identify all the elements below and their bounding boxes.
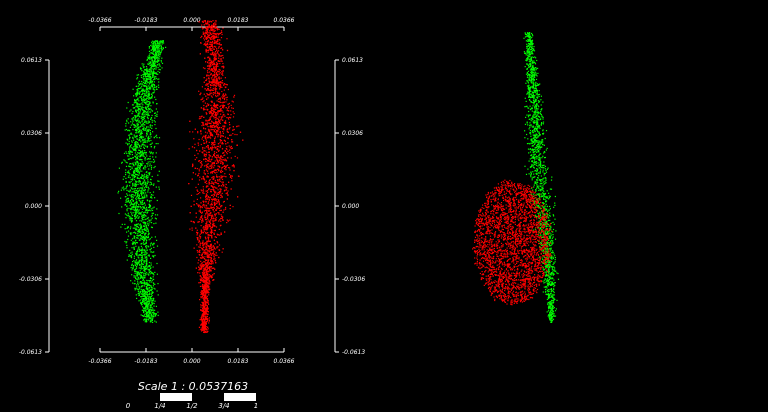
- scale-bar-segment-4: [224, 393, 256, 401]
- right-view-vertical-axis: [334, 59, 339, 353]
- scale-label-3-4: 3/4: [218, 402, 229, 410]
- left-top-tick-3: 0.000: [183, 17, 200, 24]
- scale-bar: Scale 1 : 0.0537163 0 1/4 1/2 3/4 1: [126, 380, 258, 410]
- left-view-red-point-cloud: [188, 20, 244, 334]
- scale-bar-segment-2: [160, 393, 192, 401]
- left-bottom-tick-5: 0.0366: [274, 358, 295, 365]
- right-vert-tick-5: -0.0613: [342, 349, 365, 356]
- scale-label-1-4: 1/4: [154, 402, 165, 410]
- left-vert-tick-5: -0.0613: [19, 349, 42, 356]
- left-vert-tick-1: 0.0613: [21, 57, 42, 64]
- left-vert-tick-4: -0.0306: [19, 276, 42, 283]
- left-top-tick-5: 0.0366: [274, 17, 295, 24]
- scale-bar-title: Scale 1 : 0.0537163: [138, 380, 248, 393]
- scale-label-0: 0: [126, 402, 131, 410]
- left-top-tick-2: -0.0183: [134, 17, 157, 24]
- right-vert-tick-2: 0.0306: [342, 130, 363, 137]
- left-bottom-tick-1: -0.0366: [88, 358, 111, 365]
- scale-label-1: 1: [254, 402, 258, 410]
- left-vert-tick-3: 0.000: [25, 203, 42, 210]
- scale-bar-segment-3: [192, 393, 224, 401]
- left-view-green-point-cloud: [117, 40, 167, 323]
- scale-label-1-2: 1/2: [186, 402, 198, 410]
- right-view-red-point-cloud: [472, 179, 553, 306]
- right-vert-tick-1: 0.0613: [342, 57, 363, 64]
- right-vert-tick-4: -0.0306: [342, 276, 365, 283]
- left-view-top-axis: [99, 26, 285, 31]
- left-view-vertical-axis: [45, 59, 50, 353]
- left-top-tick-4: 0.0183: [228, 17, 249, 24]
- left-vert-tick-2: 0.0306: [21, 130, 42, 137]
- left-bottom-tick-4: 0.0183: [228, 358, 249, 365]
- left-view-bottom-axis: [99, 348, 285, 353]
- left-top-tick-1: -0.0366: [88, 17, 111, 24]
- left-bottom-tick-2: -0.0183: [134, 358, 157, 365]
- right-vert-tick-3: 0.000: [342, 203, 359, 210]
- scale-bar-segment-1: [128, 393, 160, 401]
- left-bottom-tick-3: 0.000: [183, 358, 200, 365]
